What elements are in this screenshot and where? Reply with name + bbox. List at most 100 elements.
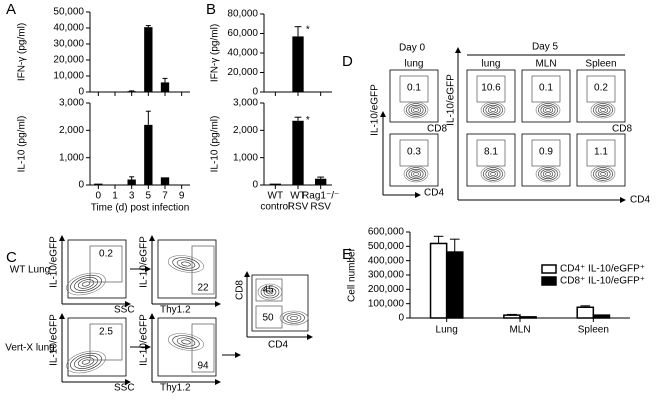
contour — [410, 170, 422, 178]
bar — [292, 120, 304, 185]
tissue-label: MLN — [535, 59, 556, 70]
contour — [266, 289, 274, 295]
contour — [290, 315, 298, 321]
day-label: Day 0 — [399, 43, 426, 54]
bar — [445, 251, 464, 319]
contour — [81, 281, 91, 287]
x-tick-label: Spleen — [578, 325, 609, 336]
y-tick-label: 10,000 — [53, 71, 84, 82]
contour — [490, 108, 496, 112]
contour — [406, 167, 426, 181]
plot-frame — [576, 69, 626, 123]
bar — [503, 314, 521, 319]
y-tick-label: 20,000 — [227, 67, 258, 78]
gate — [255, 305, 283, 329]
plot-frame — [389, 133, 439, 187]
contour — [595, 168, 611, 180]
gate — [89, 323, 123, 361]
bar — [94, 183, 103, 185]
gate — [191, 323, 215, 373]
plot-frame — [157, 239, 217, 299]
contour — [487, 106, 499, 114]
bar — [127, 179, 136, 185]
bar — [315, 178, 327, 185]
contour — [593, 103, 613, 117]
plot-frame — [157, 317, 217, 377]
y-tick-label: 100,000 — [368, 298, 405, 309]
contour — [406, 103, 426, 117]
gate — [586, 75, 616, 103]
y-axis-label: IFN-γ (pg/ml) — [17, 23, 28, 81]
contour — [181, 261, 191, 267]
contour — [597, 106, 609, 114]
panel-label: B — [206, 1, 216, 18]
contour — [540, 168, 556, 180]
contour — [483, 167, 503, 181]
axis-label: IL-10/eGFP — [446, 74, 457, 126]
axis-label: CD8 — [235, 280, 246, 300]
contour — [172, 257, 200, 271]
y-tick-label: 3,000 — [233, 98, 258, 109]
gate — [586, 139, 616, 167]
contour — [70, 352, 102, 372]
x-tick-label: MLN — [509, 325, 530, 336]
y-tick-label: 2,000 — [59, 125, 84, 136]
axis-label: Thy1.2 — [160, 305, 191, 316]
contour — [538, 103, 558, 117]
contour — [593, 167, 613, 181]
x-tick-label: control — [260, 202, 290, 213]
y-tick-label: 0 — [398, 313, 404, 324]
gate — [476, 139, 506, 167]
contour — [597, 170, 609, 178]
contour — [542, 170, 554, 178]
panel-label: A — [6, 1, 16, 18]
row-label: Vert-X lung — [5, 343, 54, 354]
tissue-label: lung — [405, 59, 424, 70]
contour — [176, 337, 196, 347]
day-label: Day 5 — [532, 42, 559, 53]
contour — [176, 259, 196, 269]
y-tick-label: 200,000 — [368, 284, 405, 295]
contour — [600, 172, 606, 176]
contour — [545, 108, 551, 112]
x-tick-label: 1 — [112, 191, 118, 202]
panel-label: C — [6, 249, 17, 266]
y-tick-label: 2,000 — [233, 125, 258, 136]
x-tick-label: 3 — [129, 191, 135, 202]
gate — [255, 278, 283, 302]
y-axis-label: IFN-γ (pg/ml) — [210, 24, 221, 82]
gate-value: 22 — [197, 283, 209, 294]
y-tick-label: 1,000 — [59, 152, 84, 163]
plot-frame — [67, 239, 127, 299]
axis-label: CD8 — [427, 124, 447, 135]
x-tick-label: 0 — [96, 191, 102, 202]
contour — [542, 106, 554, 114]
bar — [160, 82, 170, 92]
plot-frame — [576, 133, 626, 187]
contour — [595, 104, 611, 116]
axis-label: IL-10/eGFP — [370, 84, 381, 136]
contour — [172, 335, 200, 349]
gate — [476, 75, 506, 103]
gate — [531, 139, 561, 167]
gate-value: 1.1 — [594, 147, 608, 158]
contour — [74, 355, 98, 369]
x-tick-label: RSV — [288, 202, 309, 213]
axis-label: Thy1.2 — [160, 383, 191, 394]
bar — [144, 27, 153, 93]
bar — [269, 183, 281, 185]
tissue-label: Spleen — [585, 59, 616, 70]
y-tick-label: 20,000 — [53, 55, 84, 66]
contour — [70, 274, 102, 294]
contour — [283, 312, 305, 324]
contour — [485, 168, 501, 180]
y-tick-label: 300,000 — [368, 270, 405, 281]
axis-label: IL-10/eGFP — [139, 314, 150, 366]
contour — [260, 285, 280, 299]
bar — [160, 177, 170, 185]
gate-value: 0.9 — [539, 147, 553, 158]
axis-label: SSC — [114, 305, 135, 316]
bar — [144, 124, 153, 185]
y-tick-label: 30,000 — [53, 39, 84, 50]
panel-label: D — [342, 53, 353, 70]
